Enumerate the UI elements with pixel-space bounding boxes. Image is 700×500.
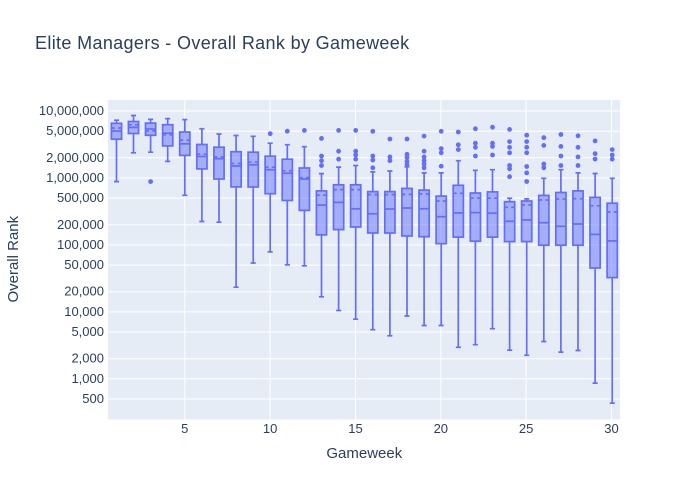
svg-text:5: 5 [181, 421, 188, 436]
svg-text:5,000,000: 5,000,000 [46, 123, 104, 138]
svg-text:100,000: 100,000 [57, 237, 104, 252]
svg-text:5,000: 5,000 [71, 324, 104, 339]
svg-text:Overall Rank: Overall Rank [5, 215, 22, 302]
svg-text:1,000: 1,000 [71, 371, 104, 386]
svg-text:500: 500 [82, 391, 104, 406]
svg-text:15: 15 [348, 421, 362, 436]
svg-text:25: 25 [519, 421, 533, 436]
svg-text:50,000: 50,000 [64, 257, 104, 272]
svg-text:500,000: 500,000 [57, 190, 104, 205]
svg-text:20: 20 [434, 421, 448, 436]
svg-text:Elite Managers - Overall Rank: Elite Managers - Overall Rank by Gamewee… [35, 33, 410, 53]
svg-text:Gameweek: Gameweek [326, 445, 402, 462]
svg-text:10,000,000: 10,000,000 [39, 103, 104, 118]
svg-text:10: 10 [263, 421, 277, 436]
svg-text:2,000: 2,000 [71, 351, 104, 366]
svg-text:30: 30 [604, 421, 618, 436]
svg-text:1,000,000: 1,000,000 [46, 170, 104, 185]
svg-text:10,000: 10,000 [64, 304, 104, 319]
svg-text:2,000,000: 2,000,000 [46, 150, 104, 165]
svg-text:20,000: 20,000 [64, 284, 104, 299]
svg-text:200,000: 200,000 [57, 217, 104, 232]
